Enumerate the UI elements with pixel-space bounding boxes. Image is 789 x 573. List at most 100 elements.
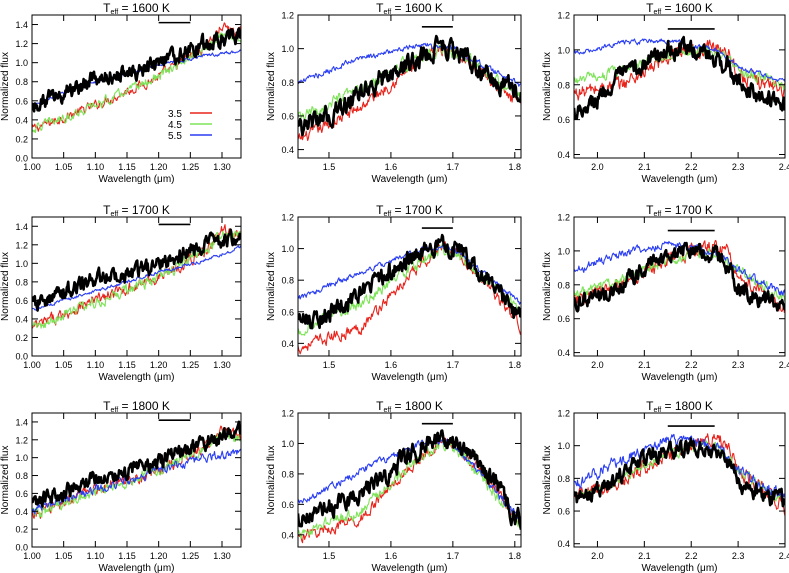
- x-tick-label: 2.0: [591, 551, 604, 561]
- y-tick-label: 1.0: [15, 259, 28, 269]
- y-tick-label: 1.0: [15, 453, 28, 463]
- x-tick-label: 1.7: [447, 551, 460, 561]
- series-logg-4-5-line: [32, 230, 241, 329]
- panel-title: Teff = 1700 K: [103, 203, 170, 218]
- y-tick-label: 1.2: [281, 409, 294, 419]
- series-logg-5-5-line: [32, 245, 241, 311]
- y-axis-label: Normalized flux: [0, 52, 11, 121]
- plot-area: [298, 429, 521, 544]
- plot-area: [32, 420, 241, 519]
- x-tick-label: 1.20: [150, 551, 168, 561]
- plot-frame: [297, 216, 522, 357]
- y-tick-label: 0.4: [15, 115, 28, 125]
- y-tick-label: 1.2: [15, 39, 28, 49]
- plot-frame: [31, 14, 242, 159]
- x-tick-label: 2.1: [638, 360, 651, 370]
- x-tick-label: 2.0: [591, 162, 604, 172]
- x-tick-label: 1.6: [385, 162, 398, 172]
- series-logg-5-5-line: [32, 448, 241, 515]
- y-tick-label: 1.2: [557, 11, 570, 21]
- y-tick-label: 0.8: [281, 276, 294, 286]
- y-tick-label: 0.6: [557, 314, 570, 324]
- panel-r3c2: 0.4 0.6 0.8 1.0 1.2 1.5 1.6 1.7 1.8 Teff = 1800 K…: [266, 399, 522, 573]
- panel-r3c3: 0.4 0.6 0.8 1.0 1.2 2.0 2.1 2.2 2.3 2.4 Teff = 180…: [542, 399, 789, 573]
- panel-title: Teff = 1600 K: [376, 1, 443, 16]
- panel-r1c3: 0.4 0.6 0.8 1.0 1.2 2.0 2.1 2.2 2.3 2.4 Teff = 160…: [542, 1, 789, 185]
- x-tick-label: 2.3: [732, 551, 745, 561]
- series-logg-5-5-line: [574, 38, 785, 83]
- y-tick-label: 1.4: [15, 222, 28, 232]
- legend: 3.54.55.5: [168, 109, 212, 142]
- y-tick-label: 0.4: [557, 539, 570, 549]
- panel-title: Teff = 1800 K: [103, 399, 170, 414]
- y-tick-label: 0.4: [281, 145, 294, 155]
- y-tick-label: 0.8: [15, 77, 28, 87]
- x-tick-label: 1.6: [385, 551, 398, 561]
- y-tick-label: 1.0: [557, 45, 570, 55]
- series-logg-4-5-line: [298, 43, 521, 120]
- x-tick-label: 2.4: [779, 162, 789, 172]
- series-observed-line: [574, 35, 785, 120]
- x-tick-label: 1.25: [182, 551, 200, 561]
- y-tick-label: 0.0: [15, 154, 28, 164]
- plot-area: [574, 433, 785, 517]
- y-tick-label: 1.2: [15, 435, 28, 445]
- x-tick-label: 1.5: [323, 551, 336, 561]
- y-tick-label: 0.8: [281, 469, 294, 479]
- x-axis-label: Wavelength (μm): [99, 372, 175, 383]
- x-tick-label: 2.3: [732, 360, 745, 370]
- y-axis-label: Normalized flux: [266, 52, 277, 121]
- x-tick-label: 1.8: [509, 360, 522, 370]
- panel-r1c2: 0.4 0.6 0.8 1.0 1.2 1.5 1.6 1.7 1.8 Teff = 1600 K…: [266, 1, 522, 185]
- x-tick-label: 2.4: [779, 551, 789, 561]
- plot-area: [32, 224, 241, 329]
- y-tick-label: 0.6: [557, 507, 570, 517]
- panel-title: Teff = 1600 K: [103, 1, 170, 16]
- plot-frame: [297, 412, 522, 548]
- x-tick-label: 1.20: [150, 360, 168, 370]
- series-observed-line: [574, 241, 785, 313]
- x-axis-label: Wavelength (μm): [372, 563, 448, 573]
- series-observed-line: [298, 233, 521, 330]
- series-logg-5-5-line: [298, 42, 521, 87]
- x-axis-label: Wavelength (μm): [372, 174, 448, 185]
- x-tick-label: 2.4: [779, 360, 789, 370]
- x-tick-label: 2.2: [685, 360, 698, 370]
- y-tick-label: 0.8: [557, 80, 570, 90]
- y-tick-label: 0.4: [557, 150, 570, 160]
- x-tick-label: 1.10: [87, 551, 105, 561]
- y-tick-label: 0.4: [281, 339, 294, 349]
- y-tick-label: 1.4: [15, 20, 28, 30]
- x-tick-label: 1.30: [213, 551, 231, 561]
- panel-title: Teff = 1800 K: [646, 399, 713, 414]
- x-tick-label: 1.30: [213, 360, 231, 370]
- legend-label: 4.5: [168, 120, 182, 131]
- x-axis-label: Wavelength (μm): [642, 563, 718, 573]
- x-tick-label: 1.10: [87, 360, 105, 370]
- x-tick-label: 1.15: [118, 162, 136, 172]
- y-tick-label: 0.8: [15, 277, 28, 287]
- y-axis-label: Normalized flux: [542, 52, 553, 121]
- plot-area: [298, 34, 521, 142]
- panel-title: Teff = 1800 K: [376, 399, 443, 414]
- x-tick-label: 2.2: [685, 162, 698, 172]
- series-logg-4-5-line: [32, 31, 241, 134]
- x-tick-label: 1.00: [23, 360, 41, 370]
- y-tick-label: 1.0: [281, 439, 294, 449]
- plot-frame: [573, 216, 786, 357]
- x-tick-label: 1.25: [182, 360, 200, 370]
- plot-area: [32, 22, 241, 134]
- x-axis-label: Wavelength (μm): [372, 372, 448, 383]
- y-tick-label: 0.8: [15, 471, 28, 481]
- x-tick-label: 2.1: [638, 162, 651, 172]
- y-tick-label: 0.6: [281, 111, 294, 121]
- y-tick-label: 0.2: [15, 333, 28, 343]
- x-tick-label: 1.20: [150, 162, 168, 172]
- y-tick-label: 0.8: [557, 474, 570, 484]
- y-tick-label: 1.0: [281, 244, 294, 254]
- legend-label: 5.5: [168, 131, 182, 142]
- y-tick-label: 0.4: [557, 348, 570, 358]
- series-observed-line: [298, 34, 521, 137]
- y-tick-label: 1.2: [557, 213, 570, 223]
